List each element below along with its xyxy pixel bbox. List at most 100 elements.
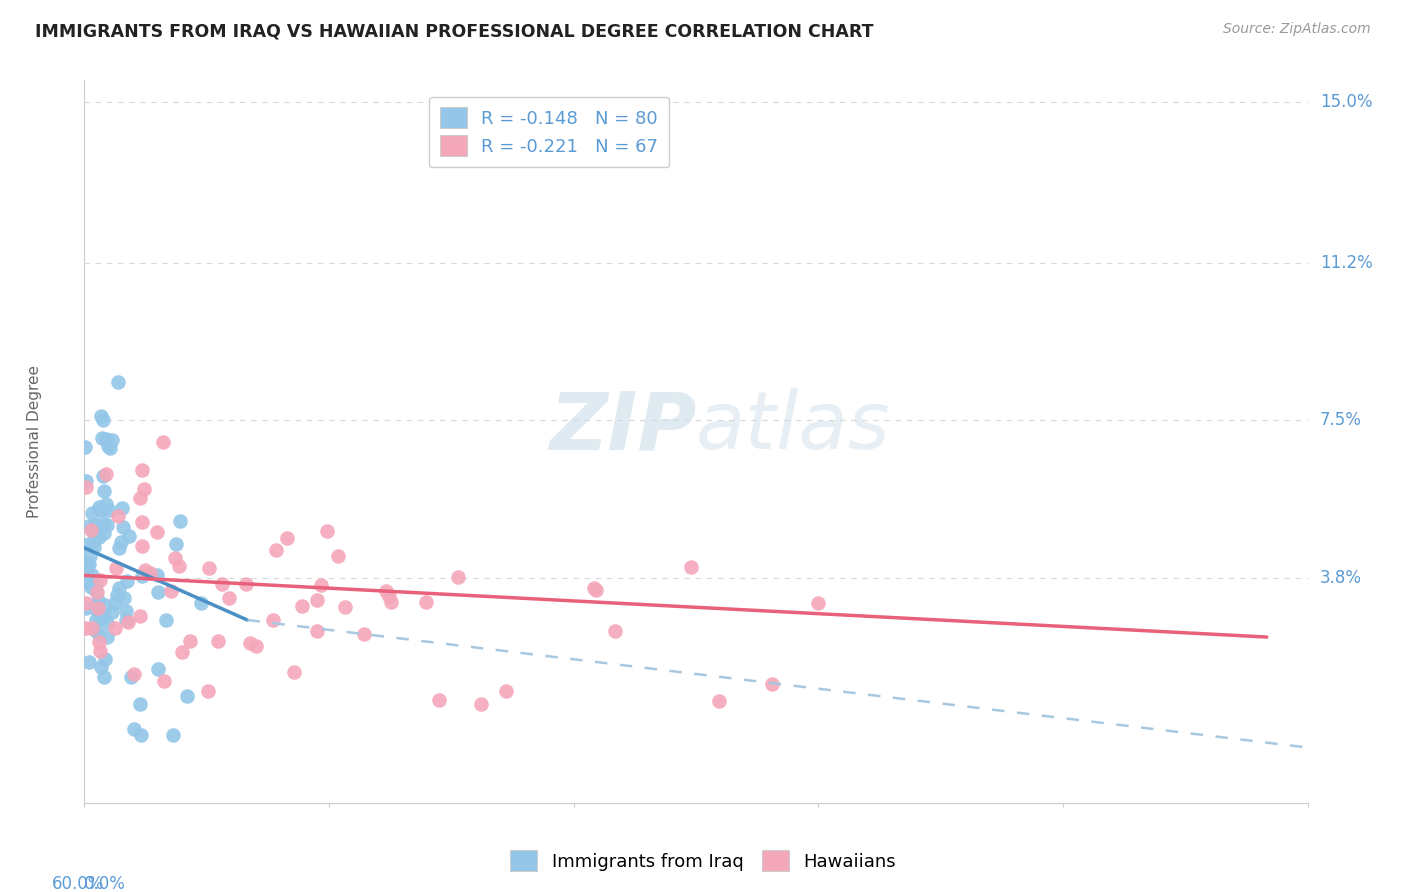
Point bbox=[131, 515, 153, 529]
Point bbox=[80, 568, 103, 582]
Text: Professional Degree: Professional Degree bbox=[27, 365, 42, 518]
Point bbox=[91, 413, 114, 427]
Point bbox=[90, 409, 112, 424]
Point bbox=[114, 604, 136, 618]
Point bbox=[76, 556, 98, 570]
Point bbox=[75, 596, 97, 610]
Point bbox=[163, 550, 186, 565]
Point bbox=[93, 484, 115, 499]
Text: IMMIGRANTS FROM IRAQ VS HAWAIIAN PROFESSIONAL DEGREE CORRELATION CHART: IMMIGRANTS FROM IRAQ VS HAWAIIAN PROFESS… bbox=[35, 22, 873, 40]
Point bbox=[146, 662, 169, 676]
Point bbox=[84, 614, 107, 628]
Point bbox=[77, 655, 100, 669]
Point bbox=[87, 634, 110, 648]
Text: 60.0%: 60.0% bbox=[52, 875, 104, 892]
Text: 3.8%: 3.8% bbox=[1320, 568, 1362, 587]
Point bbox=[807, 596, 830, 610]
Point bbox=[375, 584, 398, 599]
Point bbox=[84, 584, 107, 599]
Point bbox=[82, 506, 104, 520]
Point bbox=[91, 607, 114, 621]
Point bbox=[90, 659, 112, 673]
Point bbox=[94, 497, 117, 511]
Point bbox=[197, 684, 219, 698]
Point bbox=[353, 626, 375, 640]
Point bbox=[87, 522, 110, 536]
Point bbox=[122, 722, 145, 736]
Point bbox=[264, 543, 287, 558]
Point bbox=[128, 491, 150, 505]
Point bbox=[111, 500, 134, 515]
Point bbox=[276, 532, 298, 546]
Point bbox=[112, 591, 135, 605]
Point bbox=[328, 549, 350, 563]
Text: 7.5%: 7.5% bbox=[1320, 411, 1361, 429]
Point bbox=[82, 534, 104, 549]
Point bbox=[170, 645, 193, 659]
Point bbox=[117, 615, 139, 630]
Point bbox=[108, 582, 131, 596]
Point bbox=[145, 525, 167, 540]
Point bbox=[585, 582, 607, 597]
Point bbox=[76, 567, 98, 582]
Point bbox=[378, 589, 401, 603]
Point bbox=[77, 557, 100, 571]
Point bbox=[89, 644, 111, 658]
Point bbox=[153, 673, 176, 688]
Point bbox=[76, 574, 98, 589]
Point bbox=[131, 539, 153, 553]
Point bbox=[239, 636, 262, 650]
Point bbox=[75, 538, 97, 552]
Point bbox=[495, 683, 517, 698]
Point bbox=[96, 518, 118, 533]
Point bbox=[110, 535, 132, 549]
Point bbox=[80, 523, 103, 537]
Point bbox=[446, 570, 468, 584]
Point bbox=[75, 600, 97, 615]
Text: Source: ZipAtlas.com: Source: ZipAtlas.com bbox=[1223, 22, 1371, 37]
Point bbox=[134, 562, 156, 576]
Point bbox=[179, 633, 201, 648]
Point bbox=[305, 593, 328, 607]
Point bbox=[146, 585, 169, 599]
Point bbox=[176, 689, 198, 703]
Point bbox=[415, 595, 437, 609]
Point bbox=[335, 600, 357, 615]
Point bbox=[160, 583, 183, 598]
Text: 11.2%: 11.2% bbox=[1320, 254, 1372, 272]
Point bbox=[427, 693, 450, 707]
Point bbox=[93, 652, 115, 666]
Point bbox=[94, 467, 117, 481]
Point bbox=[315, 524, 337, 539]
Point bbox=[91, 431, 114, 445]
Point bbox=[86, 593, 108, 607]
Point bbox=[235, 576, 257, 591]
Point bbox=[129, 728, 152, 742]
Point bbox=[112, 519, 135, 533]
Point bbox=[291, 599, 314, 614]
Text: 0.0%: 0.0% bbox=[84, 875, 127, 892]
Point bbox=[107, 375, 129, 389]
Point bbox=[86, 598, 108, 612]
Point bbox=[605, 624, 627, 638]
Point bbox=[155, 613, 177, 627]
Point bbox=[83, 540, 105, 554]
Text: ZIP: ZIP bbox=[548, 388, 696, 467]
Point bbox=[169, 514, 191, 528]
Point bbox=[105, 560, 128, 574]
Point bbox=[97, 503, 120, 517]
Point bbox=[101, 605, 124, 619]
Point bbox=[128, 608, 150, 623]
Point bbox=[79, 549, 101, 564]
Point bbox=[96, 630, 118, 644]
Point bbox=[87, 600, 110, 615]
Point bbox=[87, 628, 110, 642]
Point bbox=[118, 529, 141, 543]
Point bbox=[77, 518, 100, 533]
Point bbox=[198, 560, 221, 574]
Point bbox=[87, 530, 110, 544]
Point bbox=[139, 566, 162, 580]
Point bbox=[86, 585, 108, 599]
Point bbox=[93, 670, 115, 684]
Point bbox=[681, 559, 703, 574]
